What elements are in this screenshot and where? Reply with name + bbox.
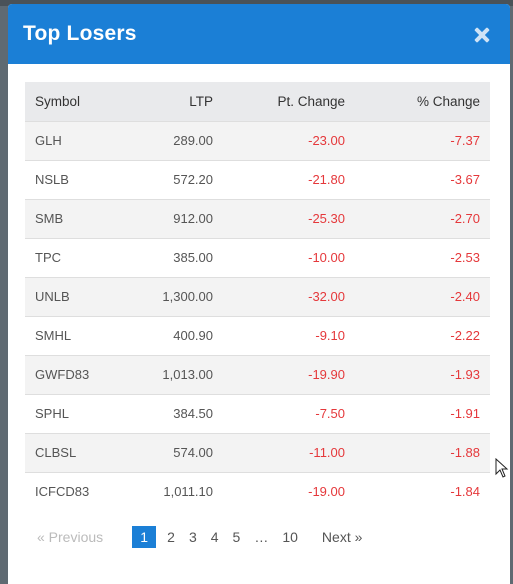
header-pct-change[interactable]: % Change xyxy=(416,93,480,109)
row-symbol[interactable]: SPHL xyxy=(35,406,69,421)
row-pct-change: -1.91 xyxy=(450,406,480,421)
header-pt-change[interactable]: Pt. Change xyxy=(277,93,345,109)
pagination: « Previous 1 2 3 4 5 … 10 Next » xyxy=(30,526,369,548)
table-row: UNLB 1,300.00 -32.00 -2.40 xyxy=(25,277,490,316)
table-row: SMB 912.00 -25.30 -2.70 xyxy=(25,199,490,238)
pagination-ellipsis: … xyxy=(254,529,269,545)
row-pt-change: -25.30 xyxy=(308,211,345,226)
row-pt-change: -9.10 xyxy=(315,328,345,343)
row-pct-change: -7.37 xyxy=(450,133,480,148)
top-losers-modal: Top Losers Symbol LTP Pt. Change % Chang… xyxy=(8,4,510,584)
pagination-page-4[interactable]: 4 xyxy=(210,529,219,545)
table-row: TPC 385.00 -10.00 -2.53 xyxy=(25,238,490,277)
row-symbol[interactable]: SMB xyxy=(35,211,64,226)
row-pct-change: -1.84 xyxy=(450,484,480,500)
row-symbol[interactable]: TPC xyxy=(35,250,61,265)
row-pct-change: -1.88 xyxy=(450,445,480,460)
row-ltp: 400.90 xyxy=(173,328,213,343)
row-pt-change: -11.00 xyxy=(309,445,345,460)
row-pct-change: -3.67 xyxy=(450,172,480,187)
row-pct-change: -2.70 xyxy=(450,211,480,226)
row-symbol[interactable]: GWFD83 xyxy=(35,367,90,382)
row-symbol[interactable]: GLH xyxy=(35,133,62,148)
row-pct-change: -2.53 xyxy=(450,250,480,265)
row-pt-change: -19.00 xyxy=(308,484,345,500)
row-symbol[interactable]: ICFCD83 xyxy=(35,484,90,500)
row-pct-change: -1.93 xyxy=(450,367,480,382)
pagination-previous[interactable]: « Previous xyxy=(37,529,104,545)
table-row: SMHL 400.90 -9.10 -2.22 xyxy=(25,316,490,355)
row-pt-change: -10.00 xyxy=(308,250,345,265)
row-pt-change: -23.00 xyxy=(308,133,345,148)
row-ltp: 384.50 xyxy=(173,406,213,421)
pagination-page-10[interactable]: 10 xyxy=(282,529,298,545)
row-symbol[interactable]: NSLB xyxy=(35,172,69,187)
row-pct-change: -2.40 xyxy=(450,289,480,304)
row-symbol[interactable]: SMHL xyxy=(35,328,72,343)
row-pct-change: -2.22 xyxy=(450,328,480,343)
modal-header: Top Losers xyxy=(8,4,510,64)
table-row: GLH 289.00 -23.00 -7.37 xyxy=(25,121,490,160)
row-ltp: 574.00 xyxy=(173,445,213,460)
table-row: GWFD83 1,013.00 -19.90 -1.93 xyxy=(25,355,490,394)
row-pt-change: -19.90 xyxy=(308,367,345,382)
header-ltp[interactable]: LTP xyxy=(189,93,213,109)
page-backdrop xyxy=(0,0,513,6)
row-ltp: 572.20 xyxy=(173,172,213,187)
pagination-page-3[interactable]: 3 xyxy=(188,529,197,545)
row-pt-change: -7.50 xyxy=(315,406,345,421)
table-row: SPHL 384.50 -7.50 -1.91 xyxy=(25,394,490,433)
row-ltp: 1,011.10 xyxy=(163,484,213,500)
table-row: NSLB 572.20 -21.80 -3.67 xyxy=(25,160,490,199)
row-ltp: 289.00 xyxy=(173,133,213,148)
close-icon[interactable] xyxy=(472,25,492,45)
losers-table-container: Symbol LTP Pt. Change % Change GLH 289.0… xyxy=(25,82,490,511)
row-pt-change: -32.00 xyxy=(308,289,345,304)
row-pt-change: -21.80 xyxy=(308,172,345,187)
pagination-page-1[interactable]: 1 xyxy=(132,526,157,548)
pagination-next[interactable]: Next » xyxy=(321,529,363,545)
pagination-page-2[interactable]: 2 xyxy=(167,529,175,545)
row-ltp: 385.00 xyxy=(173,250,213,265)
table-row: CLBSL 574.00 -11.00 -1.88 xyxy=(25,433,490,472)
row-symbol[interactable]: CLBSL xyxy=(35,445,77,460)
modal-title: Top Losers xyxy=(23,22,137,45)
table-header-row: Symbol LTP Pt. Change % Change xyxy=(25,82,490,121)
table-row: ICFCD83 1,011.10 -19.00 -1.84 xyxy=(25,472,490,511)
header-symbol[interactable]: Symbol xyxy=(35,93,81,109)
row-symbol[interactable]: UNLB xyxy=(35,289,70,304)
losers-table: Symbol LTP Pt. Change % Change GLH 289.0… xyxy=(25,82,490,511)
row-ltp: 1,013.00 xyxy=(162,367,213,382)
pagination-page-5[interactable]: 5 xyxy=(232,529,241,545)
mouse-cursor-icon xyxy=(495,458,509,478)
row-ltp: 912.00 xyxy=(173,211,213,226)
row-ltp: 1,300.00 xyxy=(162,289,213,304)
